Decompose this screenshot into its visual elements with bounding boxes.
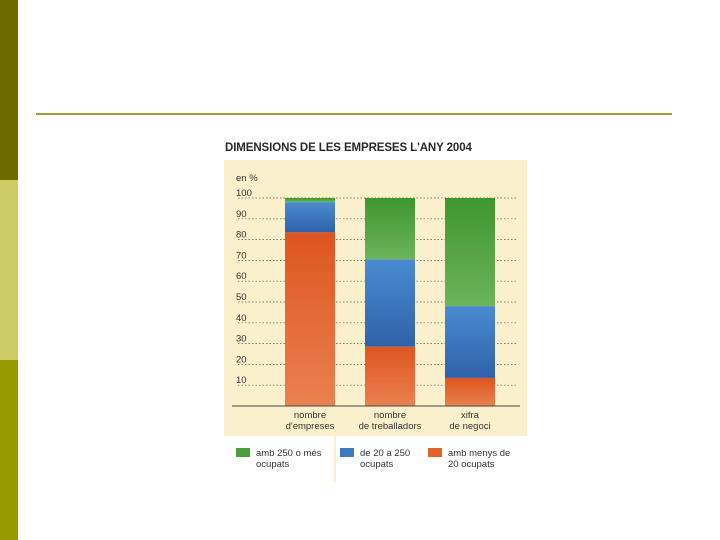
x-tick-label: xifra <box>461 410 480 421</box>
y-tick-label: 100 <box>236 188 252 199</box>
bar-segment-small <box>365 346 415 406</box>
legend-label-large: amb 250 o més <box>256 448 322 459</box>
legend-label-small: amb menys de <box>448 448 510 459</box>
legend-label-large: ocupats <box>256 459 290 470</box>
legend-label-medium: ocupats <box>360 459 394 470</box>
legend-swatch-small <box>428 448 442 457</box>
stacked-bar-chart: en %102030405060708090100nombred'emprese… <box>224 160 527 482</box>
legend-swatch-medium <box>340 448 354 457</box>
y-tick-label: 80 <box>236 230 247 241</box>
y-tick-label: 90 <box>236 209 247 220</box>
bar-segment-small <box>445 377 495 406</box>
side-bar-bottom <box>0 360 18 540</box>
bar-segment-large <box>285 198 335 203</box>
y-tick-label: 10 <box>236 375 247 386</box>
bar-segment-medium <box>365 259 415 347</box>
title-rule <box>36 113 672 115</box>
bar-segment-medium <box>445 306 495 378</box>
bar-segment-large <box>445 198 495 307</box>
x-tick-label: nombre <box>374 410 406 421</box>
x-tick-label: d'empreses <box>286 421 335 432</box>
y-tick-label: 50 <box>236 292 247 303</box>
y-tick-label: 20 <box>236 354 247 365</box>
legend-swatch-large <box>236 448 250 457</box>
chart-title: DIMENSIONS DE LES EMPRESES L'ANY 2004 <box>225 142 472 154</box>
legend-divider-left <box>334 436 336 482</box>
side-bar-top <box>0 0 18 180</box>
legend-background <box>224 436 527 482</box>
x-tick-label: de treballadors <box>359 421 422 432</box>
y-tick-label: 30 <box>236 334 247 345</box>
y-axis-label: en % <box>236 173 258 184</box>
bar-segment-medium <box>285 202 335 233</box>
x-tick-label: nombre <box>294 410 326 421</box>
side-bar-middle <box>0 180 18 360</box>
legend-label-small: 20 ocupats <box>448 459 495 470</box>
bar-segment-small <box>285 232 335 406</box>
y-tick-label: 70 <box>236 250 247 261</box>
y-tick-label: 40 <box>236 313 247 324</box>
x-tick-label: de negoci <box>449 421 490 432</box>
bar-segment-large <box>365 198 415 260</box>
legend-label-medium: de 20 a 250 <box>360 448 410 459</box>
y-tick-label: 60 <box>236 271 247 282</box>
